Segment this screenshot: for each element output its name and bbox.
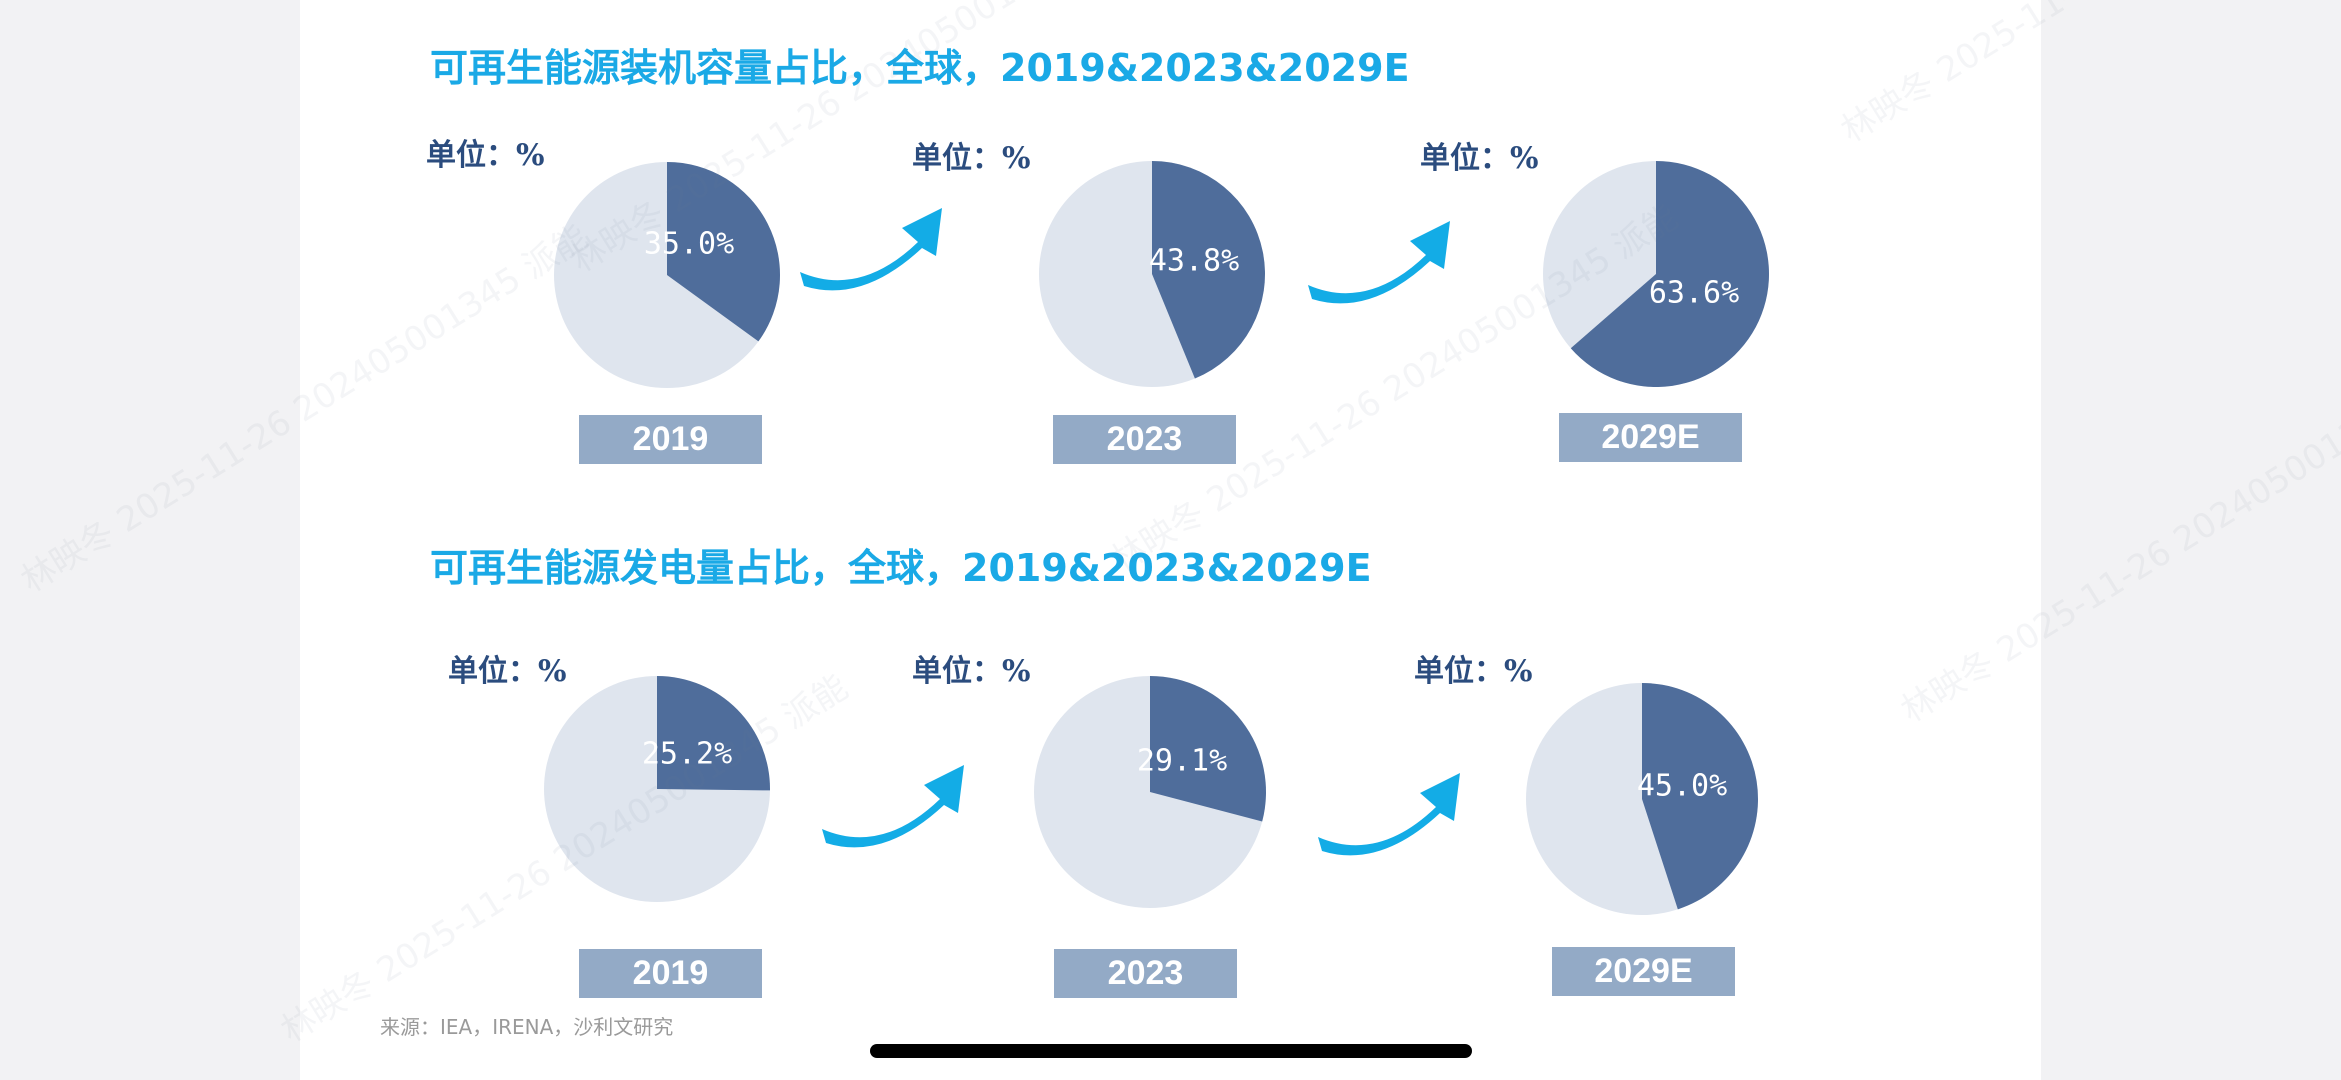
trend-arrow-icon: [1308, 221, 1450, 304]
section-title-capacity: 可再生能源装机容量占比，全球，2019&2023&2029E: [430, 46, 1410, 90]
unit-label: 单位：%: [1420, 141, 1539, 176]
trend-arrow-icon: [800, 208, 942, 291]
pie-value-label: 63.6%: [1649, 276, 1739, 311]
pie-chart-capacity-2019: 35.0%: [554, 162, 780, 388]
source-note: 来源：IEA，IRENA，沙利文研究: [380, 1015, 674, 1039]
pie-value-label: 29.1%: [1137, 744, 1227, 779]
home-indicator: [870, 1044, 1472, 1058]
trend-arrow-icon: [822, 765, 964, 848]
pie-value-slice: [667, 162, 780, 342]
pie-value-slice: [1150, 676, 1266, 822]
unit-label: 单位：%: [426, 138, 545, 173]
unit-label: 单位：%: [912, 654, 1031, 689]
pie-chart-generation-2029e: 45.0%: [1526, 683, 1758, 915]
pie-value-label: 25.2%: [642, 737, 732, 772]
pie-chart-generation-2023: 29.1%: [1034, 676, 1266, 908]
pie-value-label: 45.0%: [1637, 769, 1727, 804]
trend-arrow-icon: [1318, 773, 1460, 856]
year-label-2019: 2019: [579, 949, 762, 998]
year-label-2019: 2019: [579, 415, 762, 464]
slide: 可再生能源装机容量占比，全球，2019&2023&2029E 单位：% 单位：%…: [300, 0, 2041, 1080]
pie-chart-generation-2019: 25.2%: [544, 676, 770, 902]
pie-value-slice: [1152, 161, 1265, 379]
pie-chart-capacity-2029e: 63.6%: [1543, 161, 1769, 387]
unit-label: 单位：%: [912, 141, 1031, 176]
year-label-2023: 2023: [1054, 949, 1237, 998]
year-label-2029e: 2029E: [1552, 947, 1735, 996]
pie-value-label: 35.0%: [644, 227, 734, 262]
pie-value-slice: [657, 676, 770, 791]
pie-value-slice: [1570, 161, 1769, 387]
year-label-2023: 2023: [1053, 415, 1236, 464]
year-label-2029e: 2029E: [1559, 413, 1742, 462]
pie-chart-capacity-2023: 43.8%: [1039, 161, 1265, 387]
unit-label: 单位：%: [1414, 654, 1533, 689]
pie-value-slice: [1642, 683, 1758, 910]
pie-value-label: 43.8%: [1149, 244, 1239, 279]
section-title-generation: 可再生能源发电量占比，全球，2019&2023&2029E: [430, 546, 1372, 590]
unit-label: 单位：%: [448, 654, 567, 689]
